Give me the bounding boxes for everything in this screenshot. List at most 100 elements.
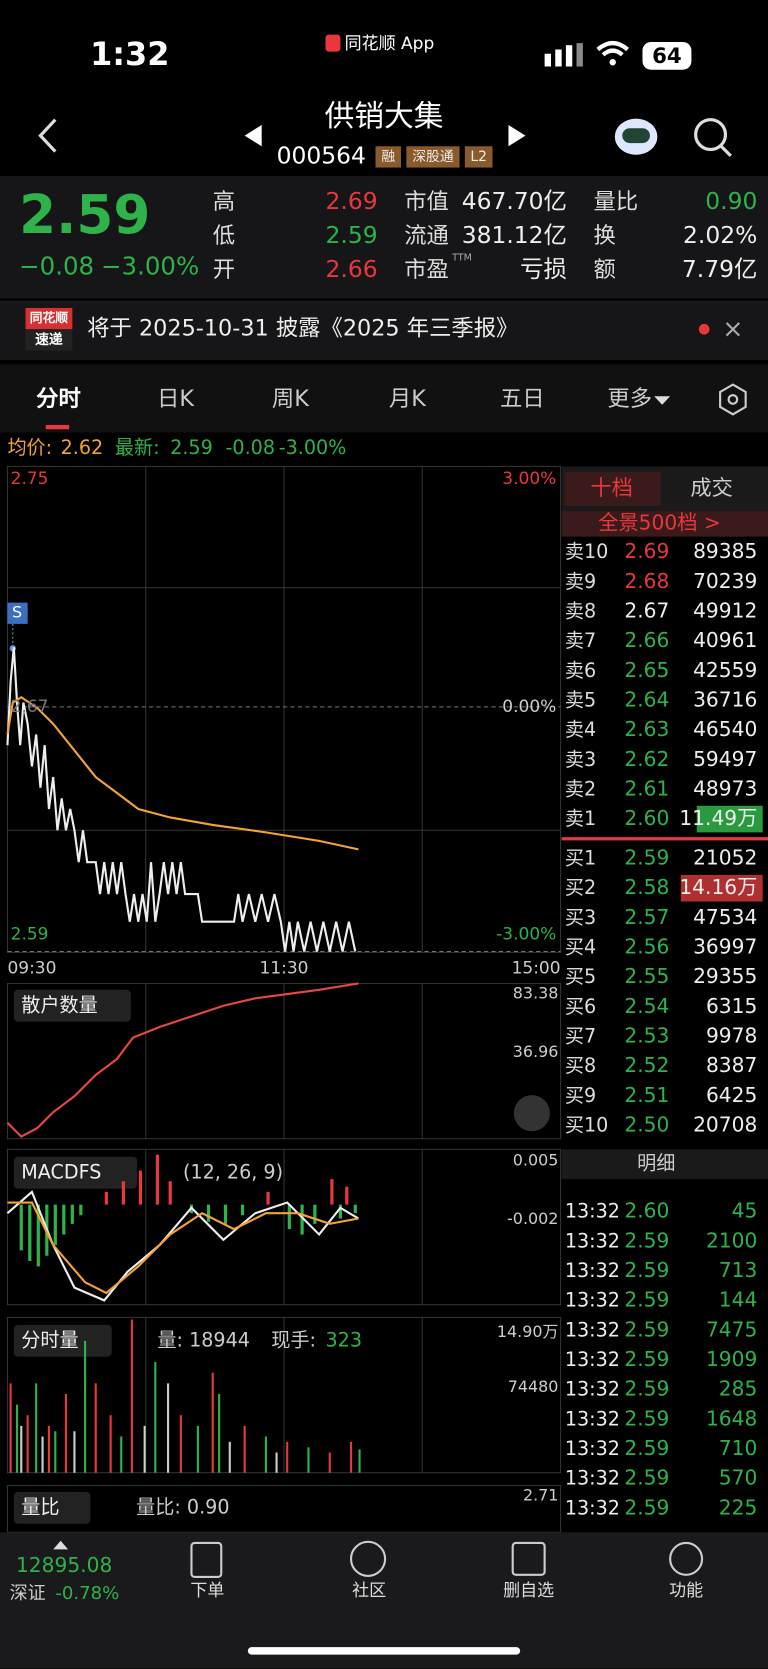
book-tab[interactable]: 成交 [690, 476, 733, 501]
dea-line [7, 1201, 359, 1295]
expand-button[interactable] [513, 1095, 550, 1132]
tab[interactable]: 分时 [36, 386, 81, 412]
book-volume: 21052 [693, 845, 757, 869]
stat-value: 2.66 [326, 255, 378, 283]
book-price: 2.51 [624, 1083, 669, 1107]
book-price: 2.66 [624, 628, 669, 652]
nav-item[interactable]: 下单 [190, 1581, 224, 1601]
book-tab-active[interactable] [564, 471, 661, 506]
book-level: 卖2 [565, 778, 596, 801]
search-button[interactable] [694, 118, 728, 152]
axis-label: 74480 [508, 1377, 559, 1396]
tab[interactable]: 日K [157, 386, 195, 412]
dif-line [6, 1190, 360, 1302]
details-title: 明细 [637, 1152, 675, 1175]
notice-badge [25, 307, 73, 330]
tab[interactable]: 月K [389, 386, 427, 412]
retail-line [6, 982, 359, 1138]
detail-volume: 570 [719, 1466, 758, 1490]
book-volume: 40961 [693, 628, 757, 652]
book-level: 买8 [565, 1054, 596, 1077]
tab[interactable]: 五日 [500, 386, 545, 412]
dropdown[interactable] [13, 1324, 112, 1357]
price-line [6, 647, 357, 952]
nav-icon [511, 1541, 546, 1576]
volume-highlight [680, 874, 763, 902]
detail-volume: 225 [719, 1495, 758, 1519]
book-tab[interactable]: 十档 [590, 476, 633, 501]
stat-label: 市盈 [404, 257, 449, 283]
hand-value: 323 [325, 1328, 362, 1351]
hand-label: 现手: [271, 1328, 316, 1351]
quote-panel [0, 176, 768, 299]
book-level: 卖7 [565, 629, 596, 652]
panorama-bar[interactable] [561, 511, 768, 537]
wifi-icon [596, 40, 629, 57]
next-button[interactable] [508, 125, 526, 147]
signal-marker[interactable] [7, 602, 28, 624]
book-price: 2.59 [624, 845, 669, 869]
dropdown[interactable] [13, 989, 131, 1022]
stat-value: 2.69 [326, 187, 378, 215]
detail-volume: 1909 [706, 1347, 757, 1371]
nav-item[interactable]: 删自选 [503, 1581, 554, 1601]
dropdown[interactable] [13, 1156, 138, 1189]
nav-item[interactable]: 社区 [352, 1581, 386, 1601]
battery-icon [642, 42, 692, 70]
back-button[interactable] [38, 118, 57, 153]
signal-icon [544, 53, 552, 67]
axis-label: -0.002 [507, 1209, 558, 1228]
tab[interactable]: 更多 [607, 386, 652, 412]
detail-price: 2.59 [624, 1258, 669, 1282]
close-button[interactable] [725, 322, 741, 337]
signal-icon [576, 43, 583, 67]
panel-title: 分时量 [21, 1328, 78, 1351]
change-pct: −3.00% [101, 252, 199, 281]
tag-label: 深股通 [412, 149, 454, 165]
stat-label: 高 [213, 189, 235, 215]
axis-label: 2.75 [11, 469, 49, 489]
book-price: 2.63 [624, 717, 669, 741]
detail-price: 2.60 [624, 1199, 669, 1223]
book-level: 买2 [565, 876, 596, 899]
book-price: 2.64 [624, 688, 669, 712]
battery-level: 64 [652, 44, 682, 69]
nav-item[interactable]: 功能 [669, 1581, 703, 1601]
change: −0.08 [19, 252, 94, 281]
book-level: 买1 [565, 846, 596, 869]
axis-label: 83.38 [513, 984, 559, 1003]
prev-button[interactable] [244, 125, 262, 147]
stat-value: 2.02% [683, 221, 757, 249]
tag-label: 融 [381, 149, 395, 165]
stat-label: 开 [213, 257, 235, 283]
nav-icon [349, 1540, 387, 1577]
tab-indicator [45, 424, 70, 430]
search-handle [720, 145, 732, 157]
stock-name: 供销大集 [324, 99, 443, 134]
book-price: 2.53 [624, 1024, 669, 1048]
detail-time: 13:32 [565, 1200, 620, 1223]
tab[interactable]: 周K [272, 386, 310, 412]
detail-volume: 1648 [706, 1406, 757, 1430]
detail-time: 13:32 [565, 1229, 620, 1252]
dropdown[interactable] [13, 1491, 91, 1524]
axis-label: 2.59 [11, 924, 49, 944]
detail-volume: 7475 [706, 1317, 757, 1341]
chart-frame [6, 465, 562, 1533]
stat-value: 亏损 [520, 255, 567, 283]
panel-title: 散户数量 [21, 993, 98, 1016]
panorama-link[interactable]: 全景500档 > [598, 510, 721, 534]
time-label: 09:30 [7, 959, 56, 979]
latest-label: 最新: [115, 436, 160, 459]
stat-label: 流通 [404, 223, 449, 249]
notice-bar[interactable] [0, 300, 768, 361]
axis-label: 36.96 [513, 1042, 559, 1061]
book-level: 卖4 [565, 718, 596, 741]
avg-value: 2.62 [61, 436, 104, 459]
settings-button[interactable] [719, 383, 747, 416]
nav-icon [669, 1541, 704, 1576]
details-header[interactable] [561, 1149, 768, 1180]
index-market: 深证 [10, 1583, 46, 1604]
wifi-icon [609, 59, 616, 66]
